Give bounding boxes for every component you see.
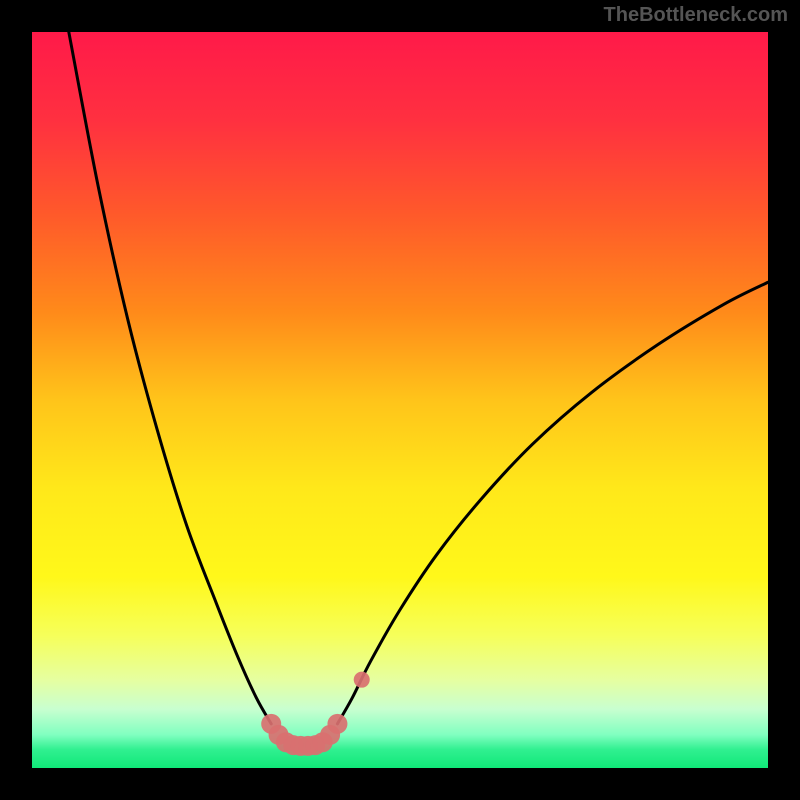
chart-frame: TheBottleneck.com xyxy=(0,0,800,800)
watermark-text: TheBottleneck.com xyxy=(604,4,788,27)
optimum-marker xyxy=(354,672,370,688)
optimum-marker xyxy=(327,714,347,734)
chart-svg xyxy=(0,0,800,800)
plot-area xyxy=(32,32,768,768)
